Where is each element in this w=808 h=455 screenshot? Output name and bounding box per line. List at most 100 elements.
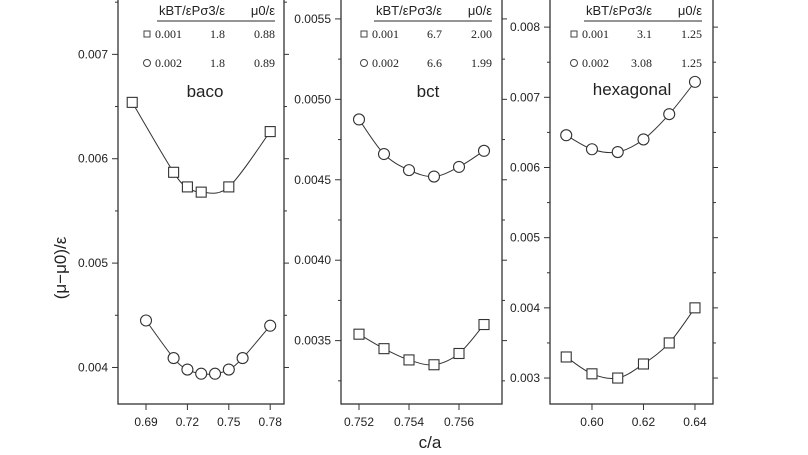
data-point-circle: [427, 170, 441, 183]
legend-cell: 0.88: [254, 27, 275, 41]
x-axis-label: c/a: [419, 433, 442, 452]
data-point-square: [663, 337, 675, 349]
y-tick-label: 0.005: [78, 256, 108, 270]
data-point-square: [264, 126, 276, 138]
legend-circle-marker: [570, 59, 578, 67]
data-point-square: [181, 181, 193, 193]
data-point-circle: [560, 129, 573, 142]
panel-title: baco: [187, 82, 224, 101]
data-point-circle: [236, 352, 249, 365]
data-point-square: [428, 359, 440, 371]
data-point-square: [168, 166, 180, 178]
x-tick-label: 0.754: [394, 415, 424, 429]
legend-circle-marker: [360, 59, 368, 67]
legend-header: kBT/ε: [586, 3, 619, 18]
y-tick-label: 0.0045: [294, 173, 331, 187]
data-point-square: [453, 347, 465, 360]
data-point-circle: [264, 319, 277, 332]
legend-cell: 3.08: [631, 56, 652, 70]
data-point-circle: [181, 363, 194, 376]
x-tick-label: 0.752: [344, 415, 374, 429]
data-point-circle: [195, 367, 208, 380]
y-tick-label: 0.004: [78, 360, 108, 374]
y-tick-label: 0.008: [510, 20, 540, 34]
x-tick-label: 0.72: [176, 415, 200, 429]
y-tick-label: 0.0055: [294, 12, 331, 26]
data-point-circle: [167, 352, 180, 365]
legend-cell: 1.8: [210, 27, 225, 41]
panel-bct: 0.752 0.754 0.756 0.0035 0.0040 0.0045 0.0050 0…: [294, 0, 507, 429]
plot-frame: [549, 0, 714, 405]
x-tick-label: 0.78: [259, 415, 283, 429]
series-line-circle: [358, 119, 485, 178]
legend-header: kBT/ε: [159, 3, 192, 18]
data-point-square: [560, 351, 572, 363]
legend-cell: 6.6: [427, 56, 442, 70]
data-point-circle: [352, 113, 366, 126]
plot-frame: [117, 0, 285, 405]
data-point-circle: [139, 314, 153, 327]
panel-baco: 0.69 0.72 0.75 0.78 0.004 0.005 0.006 0.007 baco…: [78, 0, 289, 429]
legend-header: μ0/ε: [251, 3, 275, 18]
y-tick-label: 0.0035: [294, 334, 331, 348]
legend-cell: 0.001: [155, 27, 182, 41]
legend-square-marker: [360, 30, 368, 38]
y-tick-label: 0.0040: [294, 253, 331, 267]
series-line-square: [131, 102, 271, 194]
legend-header: Pσ3/ε: [192, 3, 226, 18]
data-point-circle: [208, 367, 222, 380]
x-tick-label: 0.62: [632, 415, 656, 429]
data-point-circle: [585, 143, 599, 156]
data-point-square: [126, 96, 138, 108]
legend-cell: 1.8: [210, 56, 225, 70]
data-point-circle: [477, 144, 491, 157]
data-point-circle: [663, 108, 676, 121]
data-point-square: [478, 318, 490, 331]
legend-cell: 2.00: [471, 27, 492, 41]
panel-title: bct: [417, 82, 440, 101]
data-point-circle: [688, 75, 702, 88]
y-tick-label: 0.006: [510, 160, 540, 174]
x-tick-label: 0.756: [444, 415, 474, 429]
y-tick-label: 0.006: [78, 152, 108, 166]
y-tick-label: 0.0050: [294, 92, 331, 106]
panel-title: hexagonal: [593, 80, 671, 99]
data-point-circle: [222, 363, 235, 376]
legend-cell: 1.25: [681, 56, 702, 70]
data-point-square: [637, 358, 650, 370]
legend-cell: 3.1: [637, 27, 652, 41]
legend-header: μ0/ε: [468, 3, 492, 18]
legend-cell: 0.001: [582, 27, 609, 41]
data-point-square: [378, 343, 390, 355]
data-point-square: [689, 302, 701, 314]
legend-cell: 1.99: [471, 56, 492, 70]
legend-header: μ0/ε: [678, 3, 702, 18]
data-point-circle: [611, 145, 624, 159]
legend-header: Pσ3/ε: [409, 3, 443, 18]
x-tick-label: 0.60: [580, 415, 604, 429]
legend-header: Pσ3/ε: [619, 3, 653, 18]
legend-cell: 6.7: [427, 27, 442, 41]
data-point-square: [195, 186, 207, 198]
y-tick-label: 0.007: [510, 90, 540, 104]
panel-hexagonal: 0.60 0.62 0.64 0.003 0.004 0.005 0.006 0.007 0.0…: [510, 0, 718, 429]
data-point-circle: [377, 147, 391, 161]
legend-cell: 0.001: [372, 27, 399, 41]
data-point-circle: [402, 164, 416, 177]
data-point-circle: [452, 160, 466, 173]
data-point-square: [223, 181, 235, 193]
x-tick-label: 0.64: [683, 415, 707, 429]
data-point-circle: [637, 133, 650, 146]
series-line-square: [358, 324, 485, 366]
y-tick-label: 0.003: [510, 371, 540, 385]
legend-square-marker: [143, 30, 151, 38]
legend-cell: 0.002: [582, 56, 609, 70]
y-tick-label: 0.004: [510, 301, 540, 315]
data-point-square: [586, 368, 598, 380]
data-point-square: [353, 328, 365, 340]
data-point-square: [612, 372, 624, 384]
series-line-square: [565, 307, 696, 380]
legend-cell: 0.002: [372, 56, 399, 70]
legend-circle-marker: [143, 59, 151, 67]
data-point-square: [403, 354, 415, 366]
